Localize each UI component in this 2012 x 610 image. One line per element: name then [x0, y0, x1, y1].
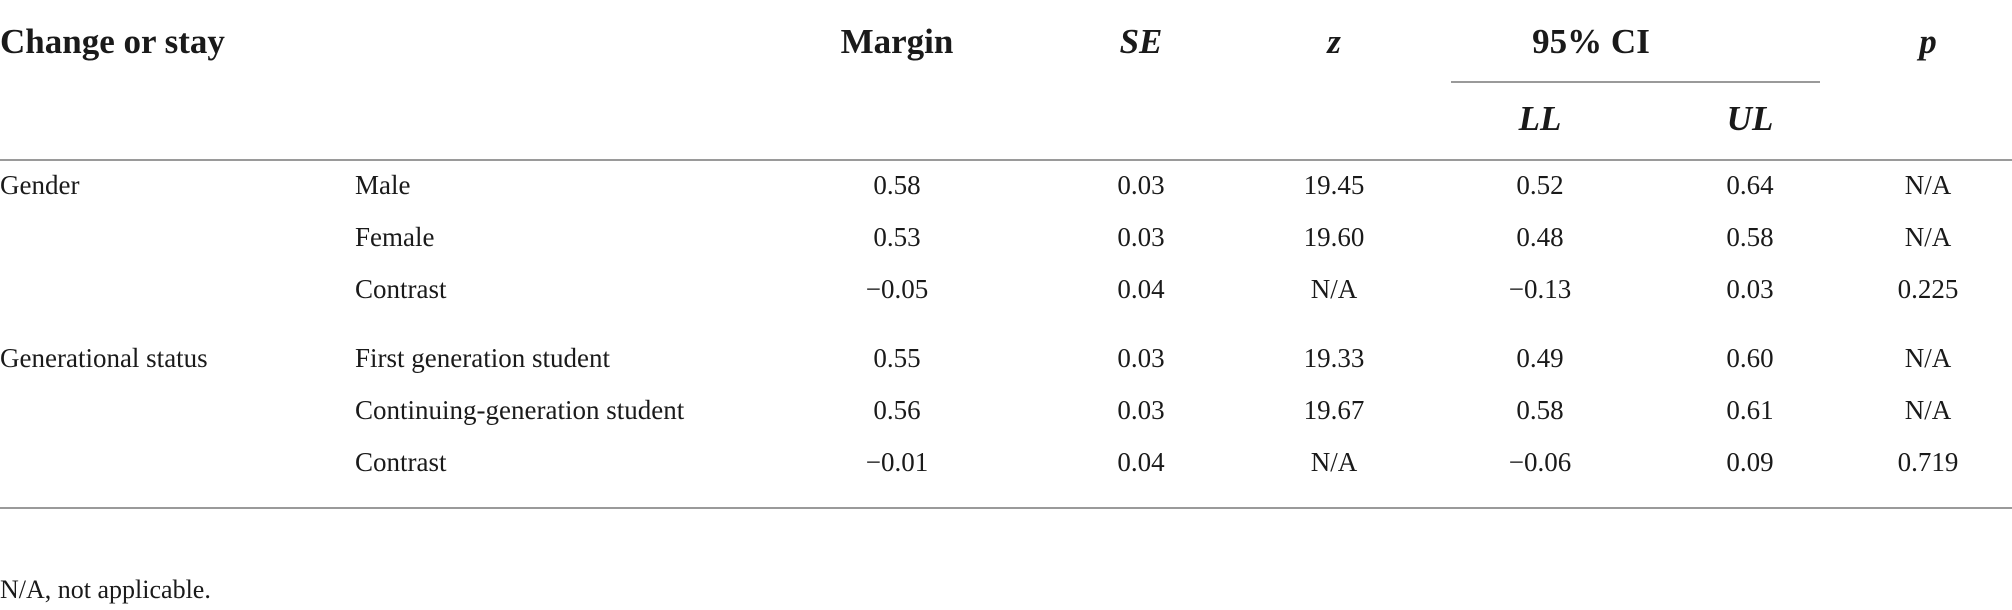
cell-ul: 0.61	[1726, 395, 1774, 425]
cell-z: N/A	[1310, 274, 1358, 304]
cell-ll: −0.06	[1508, 447, 1572, 477]
cell-z: 19.45	[1303, 170, 1365, 200]
cell-p: N/A	[1904, 343, 1952, 373]
cell-ul: 0.64	[1726, 170, 1774, 200]
cell-ul: 0.09	[1726, 447, 1774, 477]
row-level-label: Male	[355, 170, 411, 200]
header-margin: Margin	[840, 22, 954, 61]
cell-ul: 0.60	[1726, 343, 1774, 373]
row-level-label: Contrast	[355, 274, 447, 304]
header-z: z	[1327, 22, 1341, 61]
cell-se: 0.04	[1117, 447, 1165, 477]
header-ul: UL	[1726, 99, 1774, 138]
cell-p: N/A	[1904, 222, 1952, 252]
cell-se: 0.03	[1117, 222, 1165, 252]
table-bottom-rule	[0, 507, 2012, 509]
cell-z: 19.33	[1303, 343, 1365, 373]
row-level-label: Continuing-generation student	[355, 395, 685, 425]
cell-p: 0.719	[1897, 447, 1959, 477]
header-change-or-stay: Change or stay	[0, 22, 225, 61]
cell-margin: −0.05	[865, 274, 929, 304]
cell-se: 0.03	[1117, 343, 1165, 373]
cell-z: 19.67	[1303, 395, 1365, 425]
row-group-label: Gender	[0, 170, 80, 200]
cell-se: 0.03	[1117, 170, 1165, 200]
cell-ll: 0.58	[1516, 395, 1564, 425]
cell-margin: 0.56	[873, 395, 921, 425]
cell-ll: 0.49	[1516, 343, 1564, 373]
cell-ll: 0.52	[1516, 170, 1564, 200]
cell-se: 0.04	[1117, 274, 1165, 304]
cell-p: N/A	[1904, 170, 1952, 200]
cell-p: N/A	[1904, 395, 1952, 425]
ci-underline	[1451, 81, 1820, 83]
row-level-label: First generation student	[355, 343, 610, 373]
row-group-label: Generational status	[0, 343, 208, 373]
header-95-ci: 95% CI	[1532, 22, 1650, 61]
header-se: SE	[1119, 22, 1163, 61]
row-level-label: Female	[355, 222, 435, 252]
cell-z: N/A	[1310, 447, 1358, 477]
cell-p: 0.225	[1897, 274, 1959, 304]
cell-ll: 0.48	[1516, 222, 1564, 252]
cell-margin: 0.58	[873, 170, 921, 200]
cell-se: 0.03	[1117, 395, 1165, 425]
footnote: N/A, not applicable.	[0, 575, 211, 604]
cell-margin: −0.01	[865, 447, 929, 477]
cell-ll: −0.13	[1508, 274, 1572, 304]
cell-z: 19.60	[1303, 222, 1365, 252]
cell-ul: 0.03	[1726, 274, 1774, 304]
cell-ul: 0.58	[1726, 222, 1774, 252]
header-bottom-rule	[0, 159, 2012, 161]
row-level-label: Contrast	[355, 447, 447, 477]
header-ll: LL	[1518, 99, 1562, 138]
header-p: p	[1919, 22, 1937, 61]
cell-margin: 0.53	[873, 222, 921, 252]
cell-margin: 0.55	[873, 343, 921, 373]
